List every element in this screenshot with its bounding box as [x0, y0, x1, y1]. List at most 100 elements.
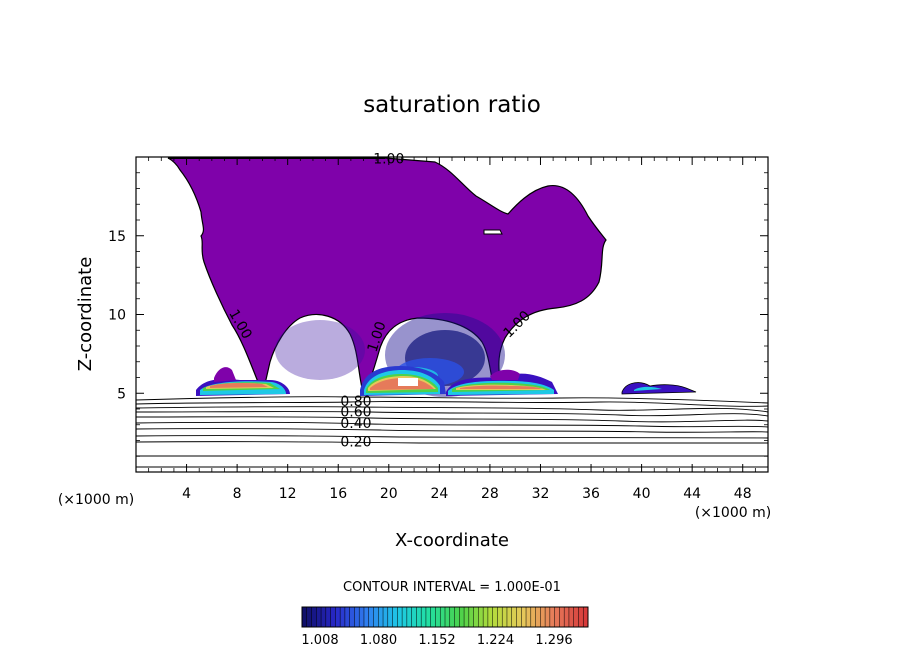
x-tick-label: 16 [329, 486, 347, 502]
colorbar-segment [335, 607, 341, 627]
contour-label: 0.60 [340, 404, 371, 420]
x-tick-label: 24 [430, 486, 448, 502]
colorbar-segment [535, 607, 541, 627]
y-tick-label: 5 [117, 386, 126, 402]
x-tick-label: 8 [233, 486, 242, 502]
colorbar-segment [425, 607, 432, 627]
colorbar-segment [383, 607, 389, 627]
x-axis-label: X-coordinate [395, 530, 509, 551]
colorbar-segment [502, 607, 508, 627]
colorbar-segment [549, 607, 556, 627]
colorbar-segment [392, 607, 398, 627]
colorbar-segment [473, 607, 479, 627]
colorbar-segment [416, 607, 422, 627]
colorbar-segment [321, 607, 327, 627]
contour-label: 0.40 [340, 416, 371, 432]
colorbar-segment [564, 607, 570, 627]
x-unit-right: (×1000 m) [695, 505, 771, 521]
colorbar-segment [435, 607, 441, 627]
colorbar-label: 1.296 [535, 633, 572, 648]
x-tick-label: 4 [182, 486, 191, 502]
colorbar-segment [559, 607, 565, 627]
colorbar-segment [487, 607, 494, 627]
colorbar-label: 1.080 [360, 633, 397, 648]
colorbar-segment [316, 607, 322, 627]
colorbar-segment [516, 607, 522, 627]
x-axis-ticks: 4 8 12 16 20 24 28 32 36 40 44 48 [148, 157, 756, 502]
chart-title: saturation ratio [363, 92, 541, 118]
x-tick-label: 48 [734, 486, 752, 502]
y-axis-ticks: 5 10 15 [108, 172, 768, 457]
colorbar-segment [578, 607, 584, 627]
colorbar-segment [464, 607, 470, 627]
colorbar-segment [373, 607, 379, 627]
colorbar-segment [449, 607, 456, 627]
y-axis-label: Z-coordinate [75, 257, 96, 372]
x-tick-label: 28 [481, 486, 499, 502]
colorbar-segment [363, 607, 370, 627]
colorbar-segment [354, 607, 360, 627]
colorbar-segment [492, 607, 498, 627]
colorbar-segment [468, 607, 475, 627]
colorbar-segment [330, 607, 336, 627]
x-tick-label: 40 [633, 486, 651, 502]
colorbar-segment [302, 607, 308, 627]
x-tick-label: 44 [683, 486, 701, 502]
y-tick-label: 15 [108, 229, 126, 245]
colorbar-segment [573, 607, 579, 627]
colorbar-segment [440, 607, 446, 627]
colorbar-labels: 1.008 1.080 1.152 1.224 1.296 [301, 633, 572, 648]
colorbar-segment [378, 607, 384, 627]
colorbar-segment [406, 607, 413, 627]
colorbar-segment [349, 607, 355, 627]
colorbar-segment [511, 607, 517, 627]
colorbar-segment [521, 607, 527, 627]
colorbar-segment [497, 607, 503, 627]
colorbar-segment [454, 607, 460, 627]
colorbar-segment [411, 607, 417, 627]
plot-area [136, 157, 768, 468]
contour-label: 0.80 [340, 394, 371, 410]
colorbar-segment [540, 607, 546, 627]
colorbar-segment [325, 607, 332, 627]
x-unit-left: (×1000 m) [58, 492, 134, 508]
colorbar-segment [421, 607, 427, 627]
colorbar-segment [483, 607, 489, 627]
colorbar-segment [368, 607, 374, 627]
x-tick-label: 12 [279, 486, 297, 502]
colorbar-label: 1.224 [477, 633, 514, 648]
colorbar-label: 1.008 [301, 633, 338, 648]
colorbar-segment [387, 607, 394, 627]
colorbar-segment [311, 607, 317, 627]
colorbar-segment [340, 607, 346, 627]
colorbar [301, 606, 589, 628]
colorbar-segment [506, 607, 513, 627]
colorbar-segment [402, 607, 408, 627]
y-tick-label: 10 [108, 308, 126, 324]
colorbar-segment [478, 607, 484, 627]
x-tick-label: 20 [380, 486, 398, 502]
colorbar-segment [344, 607, 351, 627]
colorbar-segment [397, 607, 403, 627]
colorbar-segment [359, 607, 365, 627]
x-tick-label: 32 [532, 486, 550, 502]
subsaturated-contours [136, 396, 768, 468]
colorbar-segment [430, 607, 436, 627]
colorbar-frame [301, 606, 589, 628]
contour-interval-text: CONTOUR INTERVAL = 1.000E-01 [343, 580, 561, 595]
supersaturated-region [167, 157, 607, 389]
colorbar-segment [459, 607, 465, 627]
colorbar-segment [583, 607, 589, 627]
colorbar-segment [445, 607, 451, 627]
colorbar-segment [545, 607, 551, 627]
x-tick-label: 36 [582, 486, 600, 502]
colorbar-segment [530, 607, 537, 627]
contour-label: 0.20 [340, 434, 371, 450]
colorbar-segment [306, 607, 313, 627]
colorbar-segment [554, 607, 560, 627]
colorbar-segment [526, 607, 532, 627]
colorbar-segment [568, 607, 575, 627]
colorbar-label: 1.152 [418, 633, 455, 648]
